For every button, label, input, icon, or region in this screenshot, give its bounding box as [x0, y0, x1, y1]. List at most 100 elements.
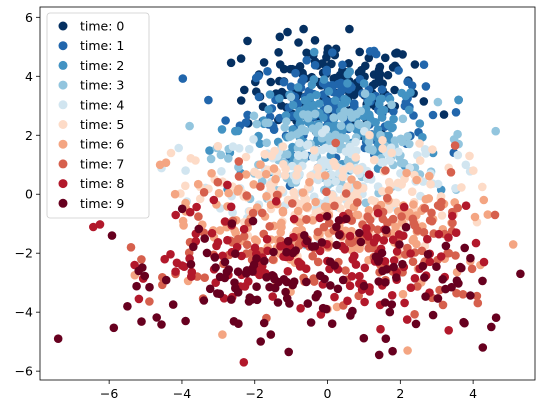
data-point — [432, 262, 441, 272]
data-point — [302, 277, 311, 287]
data-point — [319, 75, 329, 84]
data-point — [419, 228, 429, 237]
data-point — [250, 235, 260, 244]
data-point — [423, 234, 432, 244]
data-point — [293, 83, 303, 92]
data-point — [215, 272, 225, 282]
data-point — [299, 24, 308, 34]
data-point — [234, 144, 244, 153]
x-axis: −6 −4 −2 0 2 4 — [100, 380, 477, 401]
data-point — [378, 187, 387, 196]
data-point — [291, 68, 300, 78]
data-point — [306, 318, 316, 327]
data-point — [491, 126, 501, 136]
data-point — [302, 141, 312, 150]
data-point — [213, 289, 222, 298]
data-point — [287, 131, 296, 140]
data-point — [345, 231, 355, 241]
data-point — [373, 225, 383, 234]
data-point — [478, 343, 488, 352]
data-point — [179, 262, 189, 272]
data-point — [383, 120, 393, 130]
data-point — [374, 350, 384, 360]
legend-label: time: 1 — [80, 38, 124, 53]
data-point — [335, 230, 344, 240]
data-point — [394, 147, 403, 157]
data-point — [478, 182, 487, 192]
data-point — [338, 275, 348, 285]
data-point — [333, 89, 343, 99]
data-point — [361, 61, 370, 71]
data-point — [324, 87, 334, 96]
data-point — [242, 240, 252, 249]
data-point — [439, 110, 449, 119]
data-point — [450, 141, 460, 150]
data-point — [283, 267, 293, 276]
legend-marker — [58, 120, 68, 129]
data-point — [215, 226, 225, 235]
data-point — [379, 158, 388, 167]
data-point — [254, 170, 263, 179]
data-point — [441, 241, 451, 251]
data-point — [360, 297, 369, 307]
legend-label: time: 3 — [80, 78, 124, 93]
data-point — [261, 169, 271, 179]
data-point — [491, 313, 501, 323]
data-point — [408, 214, 418, 224]
data-point — [433, 294, 443, 303]
data-point — [384, 131, 393, 141]
data-point — [137, 255, 146, 264]
data-point — [460, 243, 470, 253]
data-point — [336, 78, 346, 88]
data-point — [388, 235, 398, 244]
data-point — [402, 315, 412, 324]
data-point — [399, 202, 409, 212]
data-point — [407, 187, 417, 196]
data-point — [508, 240, 518, 249]
legend-marker — [58, 41, 68, 51]
data-point — [341, 147, 351, 156]
data-point — [364, 170, 374, 179]
data-point — [309, 146, 319, 155]
data-point — [403, 132, 413, 141]
data-point — [338, 60, 347, 70]
legend-label: time: 2 — [80, 58, 124, 73]
y-tick-label: 6 — [25, 10, 33, 25]
data-point — [213, 238, 223, 247]
data-point — [421, 82, 431, 91]
legend-label: time: 9 — [80, 196, 124, 211]
data-point — [390, 136, 400, 145]
data-point — [309, 47, 319, 57]
data-point — [289, 187, 299, 197]
data-point — [245, 144, 254, 154]
data-point — [123, 302, 132, 311]
data-point — [254, 71, 263, 81]
data-point — [326, 281, 335, 290]
data-point — [277, 218, 286, 228]
data-point — [438, 300, 448, 310]
legend-marker — [58, 100, 68, 110]
data-point — [300, 96, 310, 105]
data-point — [145, 297, 154, 306]
data-point — [221, 116, 230, 125]
data-point — [401, 91, 411, 101]
data-point — [186, 154, 196, 163]
data-point — [289, 214, 299, 224]
data-point — [205, 146, 214, 155]
data-point — [458, 290, 468, 299]
data-point — [351, 137, 360, 147]
data-point — [394, 230, 404, 239]
data-point — [192, 202, 201, 212]
data-point — [171, 267, 180, 276]
data-point — [170, 189, 180, 199]
data-point — [478, 276, 487, 286]
data-point — [355, 120, 365, 130]
data-point — [381, 225, 391, 235]
data-point — [341, 189, 351, 198]
data-point — [371, 252, 381, 262]
data-point — [334, 216, 344, 225]
data-point — [346, 311, 355, 320]
data-point — [341, 266, 350, 275]
data-point — [403, 346, 412, 355]
data-point — [234, 157, 244, 166]
